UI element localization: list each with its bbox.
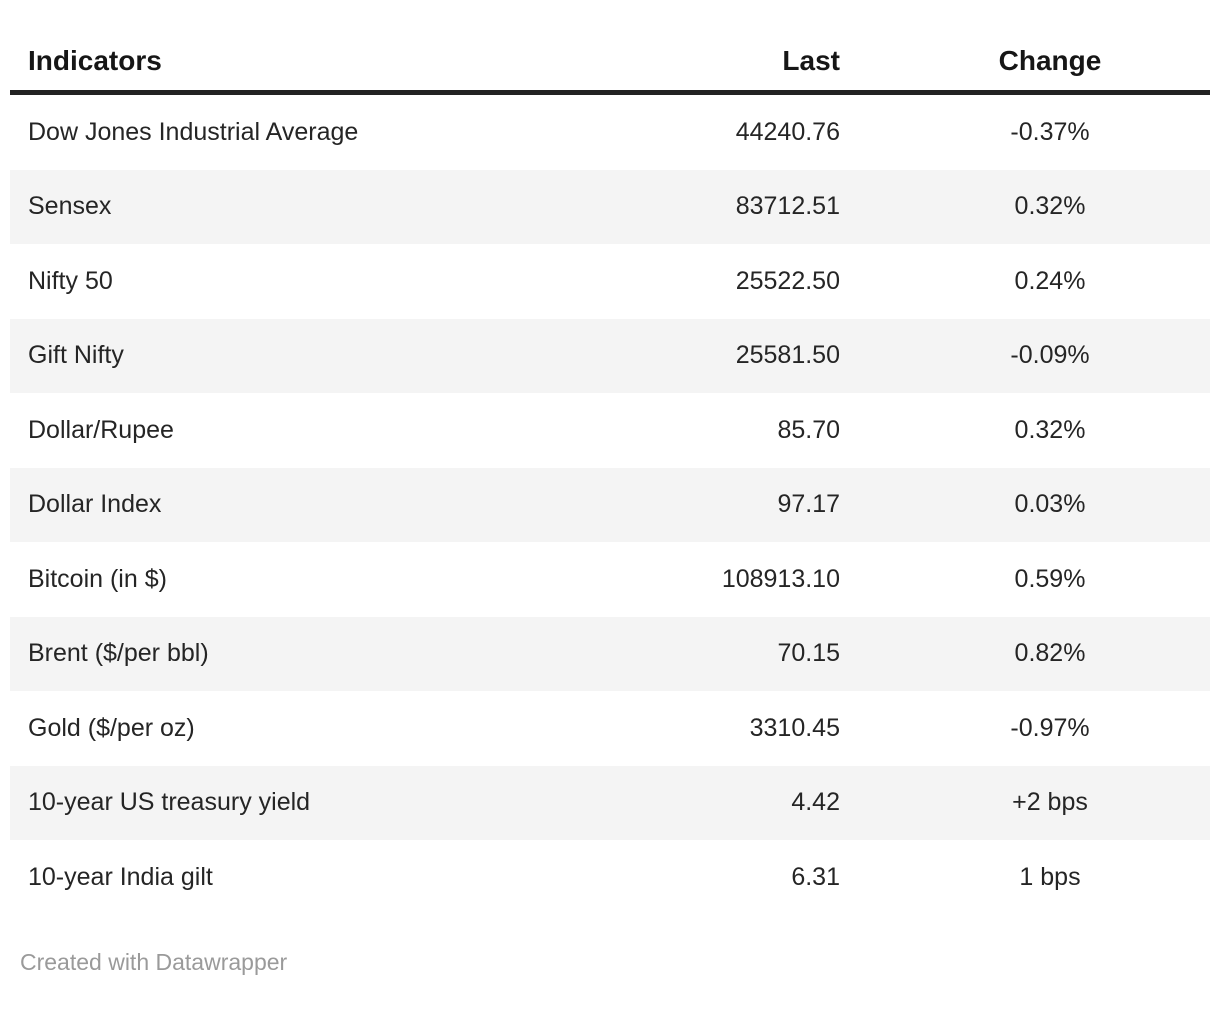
table-body: Dow Jones Industrial Average 44240.76 -0.3… [10,95,1210,915]
table-row: Dollar Index 97.17 0.03% [10,467,1210,542]
cell-last: 25581.50 [530,318,840,393]
table-row: Brent ($/per bbl) 70.15 0.82% [10,616,1210,691]
cell-change: 1 bps [1019,862,1081,891]
cell-indicator: Gift Nifty [10,318,530,393]
table-row: Gold ($/per oz) 3310.45 -0.97% [10,691,1210,766]
column-header-change: Change [840,31,1210,95]
cell-indicator: Dollar Index [10,467,530,542]
table-row: Dow Jones Industrial Average 44240.76 -0.3… [10,95,1210,170]
cell-change: -0.97% [1010,713,1090,742]
cell-indicator: Gold ($/per oz) [28,713,195,742]
cell-last: 6.31 [791,862,840,891]
cell-last: 85.70 [777,415,840,444]
cell-last: 25522.50 [735,266,840,295]
cell-change: 0.03% [840,467,1210,542]
cell-change: 0.32% [840,169,1210,244]
table-header: Indicators Last Change [10,31,1210,95]
cell-indicator: Dow Jones Industrial Average [28,117,359,146]
cell-indicator: Dollar/Rupee [28,415,174,444]
cell-indicator: 10-year India gilt [28,862,213,891]
table-row: 10-year India gilt 6.31 1 bps [10,840,1210,915]
cell-change: +2 bps [840,765,1210,840]
column-header-last: Last [530,31,840,95]
header-row: Indicators Last Change [10,31,1210,95]
cell-indicator: Nifty 50 [28,266,113,295]
cell-indicator: Brent ($/per bbl) [10,616,530,691]
cell-change: -0.37% [1010,117,1090,146]
table-row: Bitcoin (in $) 108913.10 0.59% [10,542,1210,617]
cell-last: 70.15 [530,616,840,691]
cell-indicator: Sensex [10,169,530,244]
cell-last: 44240.76 [735,117,840,146]
table-row: 10-year US treasury yield 4.42 +2 bps [10,765,1210,840]
indicators-chart: Indicators Last Change Dow Jones Industr… [0,31,1220,1021]
table-row: Nifty 50 25522.50 0.24% [10,244,1210,319]
cell-change: 0.82% [840,616,1210,691]
cell-last: 97.17 [530,467,840,542]
indicators-table: Indicators Last Change Dow Jones Industr… [10,31,1210,915]
datawrapper-attribution-link[interactable]: Created with Datawrapper [20,948,288,975]
cell-last: 83712.51 [530,169,840,244]
table-row: Gift Nifty 25581.50 -0.09% [10,318,1210,393]
cell-change: 0.59% [1014,564,1086,593]
table-row: Sensex 83712.51 0.32% [10,169,1210,244]
cell-last: 3310.45 [749,713,840,742]
cell-last: 4.42 [530,765,840,840]
cell-last: 108913.10 [721,564,840,593]
cell-indicator: 10-year US treasury yield [10,765,530,840]
cell-change: 0.24% [1014,266,1086,295]
cell-indicator: Bitcoin (in $) [28,564,167,593]
cell-change: 0.32% [1014,415,1086,444]
table-row: Dollar/Rupee 85.70 0.32% [10,393,1210,468]
cell-change: -0.09% [840,318,1210,393]
column-header-indicators: Indicators [10,31,530,95]
